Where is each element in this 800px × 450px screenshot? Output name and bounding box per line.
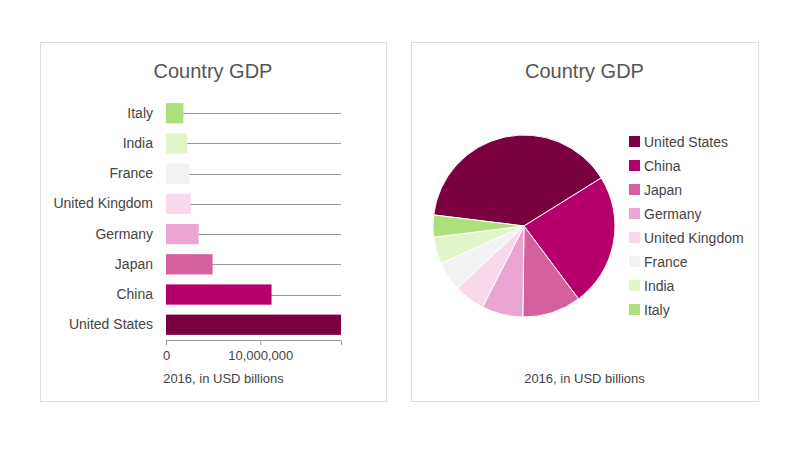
subtitle: 2016, in USD billions	[524, 371, 645, 386]
y-axis: Italy India France United Kingdom Germany Jap…	[53, 105, 153, 332]
legend-label: China	[644, 158, 681, 174]
y-tick: India	[123, 135, 154, 151]
category-label: United States	[69, 316, 153, 332]
legend-swatch	[629, 160, 640, 171]
bar	[166, 133, 187, 153]
bar	[166, 224, 199, 244]
legend-item: India	[629, 278, 675, 294]
legend-label: France	[644, 254, 688, 270]
legend: United States China Japan Germany United Kin…	[629, 134, 744, 318]
y-tick: Germany	[95, 226, 153, 242]
legend-item: United Kingdom	[629, 230, 744, 246]
y-tick: France	[109, 165, 153, 181]
category-label: Germany	[95, 226, 153, 242]
chart-title: Country GDP	[525, 60, 644, 82]
category-label: India	[123, 135, 154, 151]
legend-label: India	[644, 278, 675, 294]
chart-title: Country GDP	[154, 60, 273, 82]
bar	[166, 103, 183, 123]
x-axis-line	[167, 341, 342, 346]
bar	[166, 254, 213, 274]
x-axis-title: 2016, in USD billions	[163, 371, 284, 386]
legend-swatch	[629, 256, 640, 267]
category-label: United Kingdom	[53, 195, 153, 211]
legend-swatch	[629, 304, 640, 315]
bar-panel: Country GDP 0 10,000,000 Italy India France Un…	[53, 60, 341, 386]
x-tick: 0	[163, 340, 170, 363]
legend-label: Japan	[644, 182, 682, 198]
bar	[166, 284, 272, 304]
legend-label: United States	[644, 134, 728, 150]
y-tick: United States	[69, 316, 153, 332]
chart-page: Country GDP010,000,000ItalyIndiaFranceUn…	[0, 0, 800, 450]
category-label: China	[116, 286, 153, 302]
legend-swatch	[629, 136, 640, 147]
y-tick: United Kingdom	[53, 195, 153, 211]
legend-label: Italy	[644, 302, 670, 318]
x-tick-mark	[166, 340, 167, 345]
x-tick-label: 0	[163, 348, 170, 363]
bar	[166, 194, 191, 214]
legend-swatch	[629, 232, 640, 243]
row-line	[166, 204, 341, 205]
bar	[166, 164, 189, 184]
x-axis: 0 10,000,000	[163, 340, 342, 363]
panel-frame	[412, 43, 759, 402]
legend-swatch	[629, 280, 640, 291]
legend-item: France	[629, 254, 688, 270]
row-line	[166, 143, 341, 144]
y-tick: China	[116, 286, 153, 302]
legend-item: Japan	[629, 182, 682, 198]
slice	[523, 226, 579, 317]
category-label: Italy	[127, 105, 153, 121]
slice	[433, 215, 524, 237]
x-tick-label: 10,000,000	[228, 348, 293, 363]
legend-swatch	[629, 208, 640, 219]
y-tick: Italy	[127, 105, 153, 121]
x-tick: 10,000,000	[228, 340, 293, 363]
x-tick-mark	[260, 340, 261, 345]
bars	[166, 103, 341, 335]
legend-label: United Kingdom	[644, 230, 744, 246]
pie-panel: Country GDP United States China Japan German…	[433, 60, 744, 386]
row-line	[166, 113, 341, 114]
legend-item: China	[629, 158, 681, 174]
legend-item: Italy	[629, 302, 670, 318]
category-label: Japan	[115, 256, 153, 272]
slices	[433, 135, 615, 317]
row-line	[166, 174, 341, 175]
bar	[166, 315, 341, 335]
panel-frame	[41, 43, 387, 402]
category-label: France	[109, 165, 153, 181]
y-tick: Japan	[115, 256, 153, 272]
legend-item: United States	[629, 134, 728, 150]
legend-swatch	[629, 184, 640, 195]
legend-item: Germany	[629, 206, 702, 222]
legend-label: Germany	[644, 206, 702, 222]
row-lines	[166, 114, 341, 326]
